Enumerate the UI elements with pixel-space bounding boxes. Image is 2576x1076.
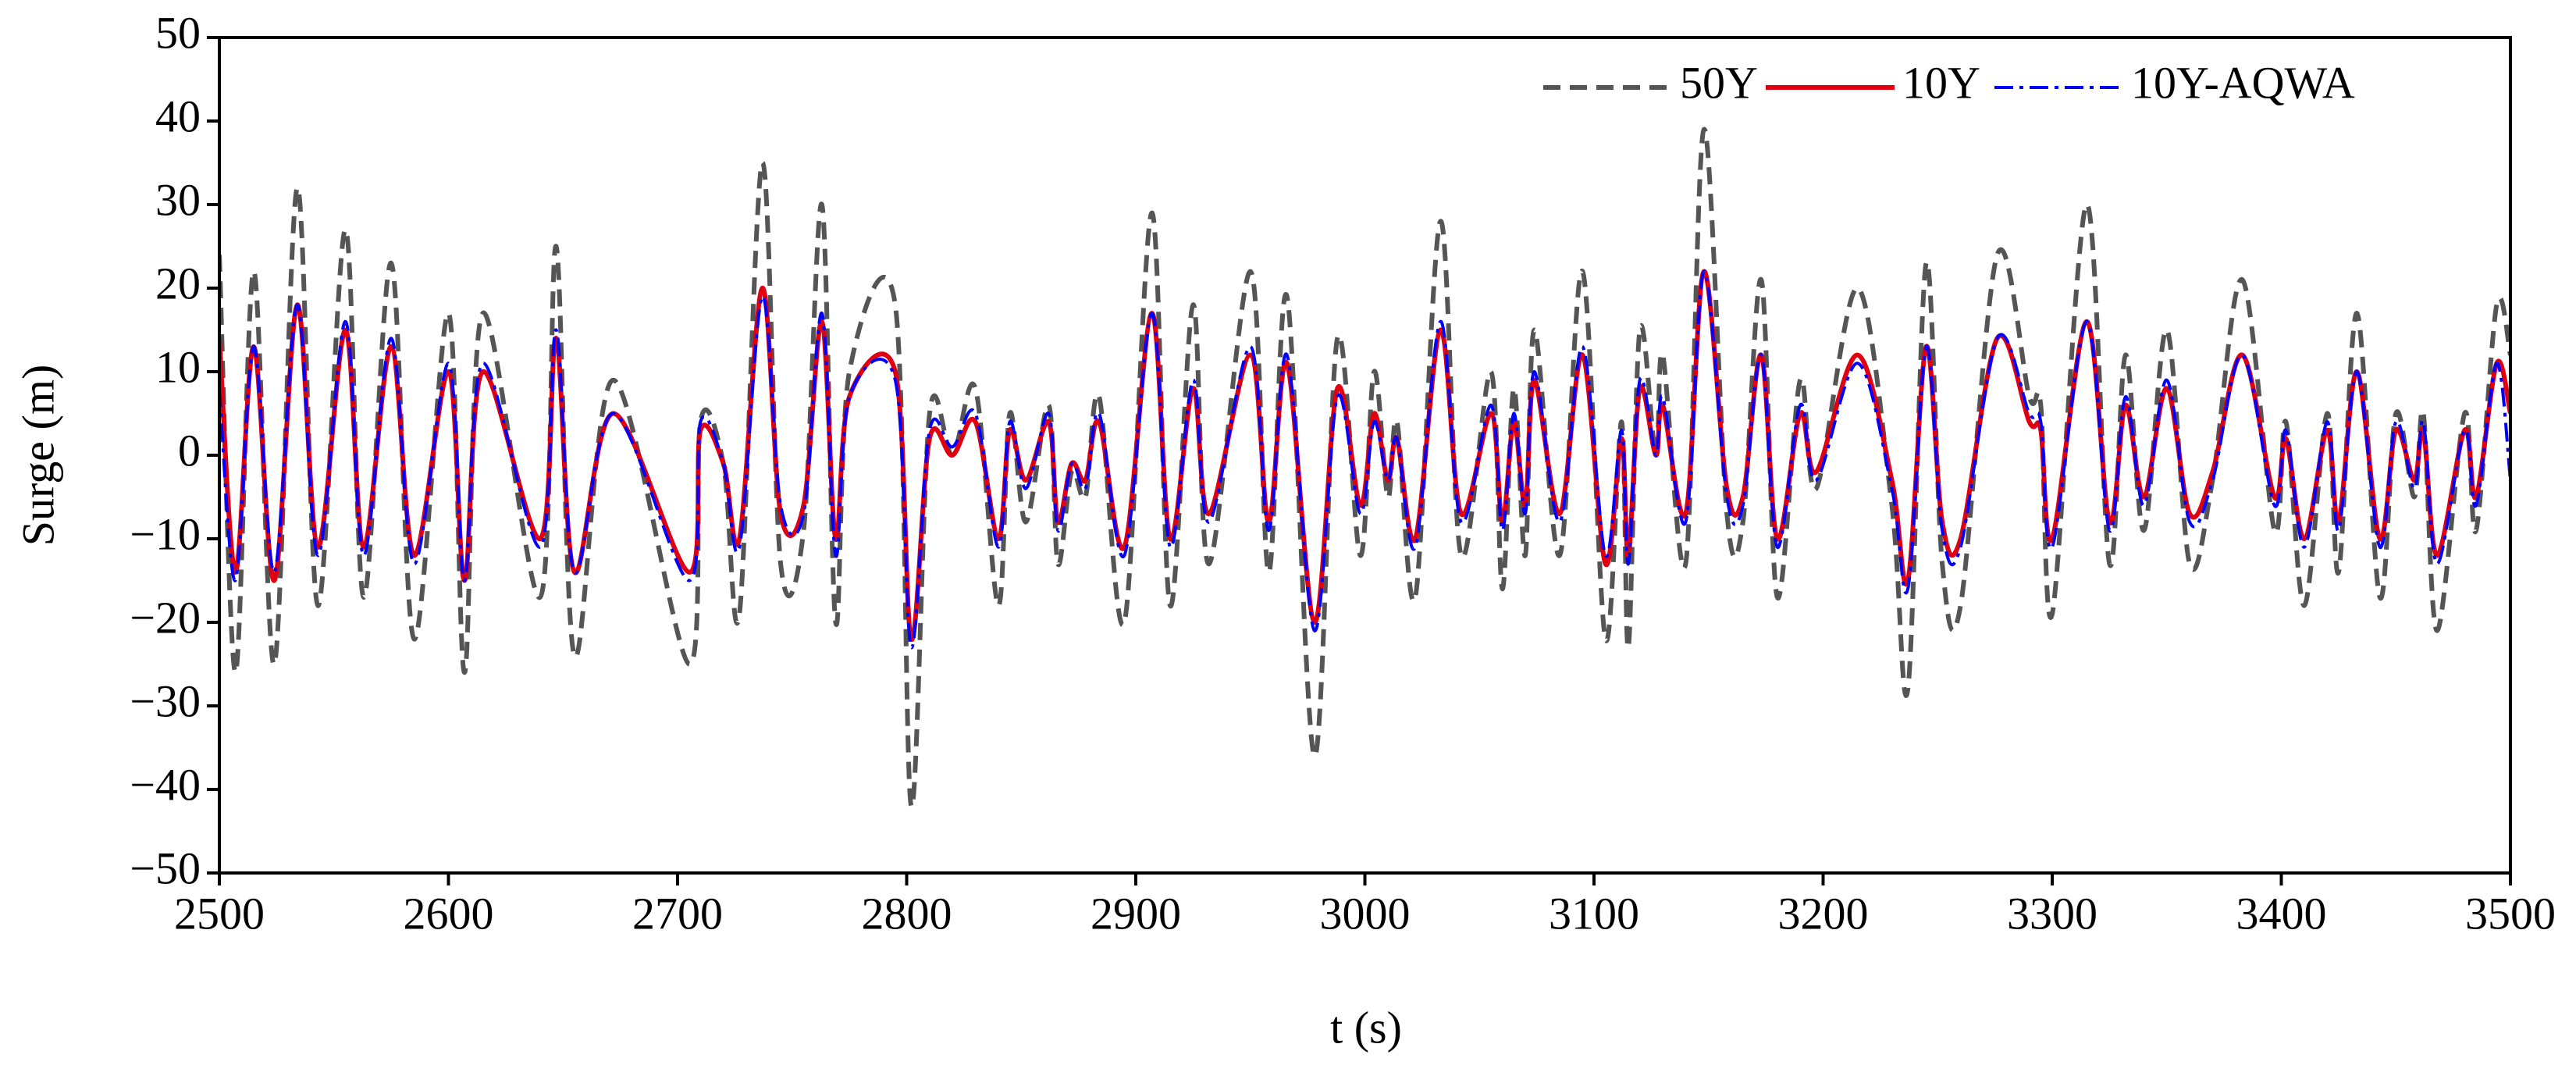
x-tick-label: 3100 bbox=[1549, 888, 1639, 939]
x-tick-label: 3500 bbox=[2465, 888, 2556, 939]
y-tick-label: 30 bbox=[155, 174, 201, 225]
y-tick-label: 10 bbox=[155, 341, 201, 392]
y-tick-label: 40 bbox=[155, 91, 201, 141]
x-tick-label: 2500 bbox=[174, 888, 265, 939]
x-tick-label: 2900 bbox=[1091, 888, 1181, 939]
legend-label: 10Y-AQWA bbox=[2131, 57, 2355, 108]
x-axis-title: t (s) bbox=[1330, 1002, 1402, 1053]
series-line bbox=[219, 126, 2510, 809]
y-tick-label: 50 bbox=[155, 7, 201, 58]
y-tick-label: −20 bbox=[130, 592, 201, 643]
x-tick-label: 2800 bbox=[862, 888, 952, 939]
y-tick-label: −10 bbox=[130, 508, 201, 559]
x-tick-label: 3300 bbox=[2007, 888, 2097, 939]
y-tick-label: −40 bbox=[130, 759, 201, 810]
y-axis-title: Surge (m) bbox=[12, 365, 63, 547]
y-tick-label: −30 bbox=[130, 675, 201, 726]
series-line bbox=[219, 269, 2510, 650]
x-tick-label: 3200 bbox=[1778, 888, 1869, 939]
x-tick-label: 2600 bbox=[404, 888, 494, 939]
legend-label: 10Y bbox=[1902, 57, 1980, 108]
x-tick-label: 3000 bbox=[1320, 888, 1411, 939]
y-tick-label: 0 bbox=[178, 425, 201, 476]
x-tick-label: 2700 bbox=[632, 888, 723, 939]
y-tick-label: 20 bbox=[155, 258, 201, 308]
y-tick-label: −50 bbox=[130, 843, 201, 893]
x-tick-label: 3400 bbox=[2236, 888, 2327, 939]
legend-label: 50Y bbox=[1680, 57, 1758, 108]
